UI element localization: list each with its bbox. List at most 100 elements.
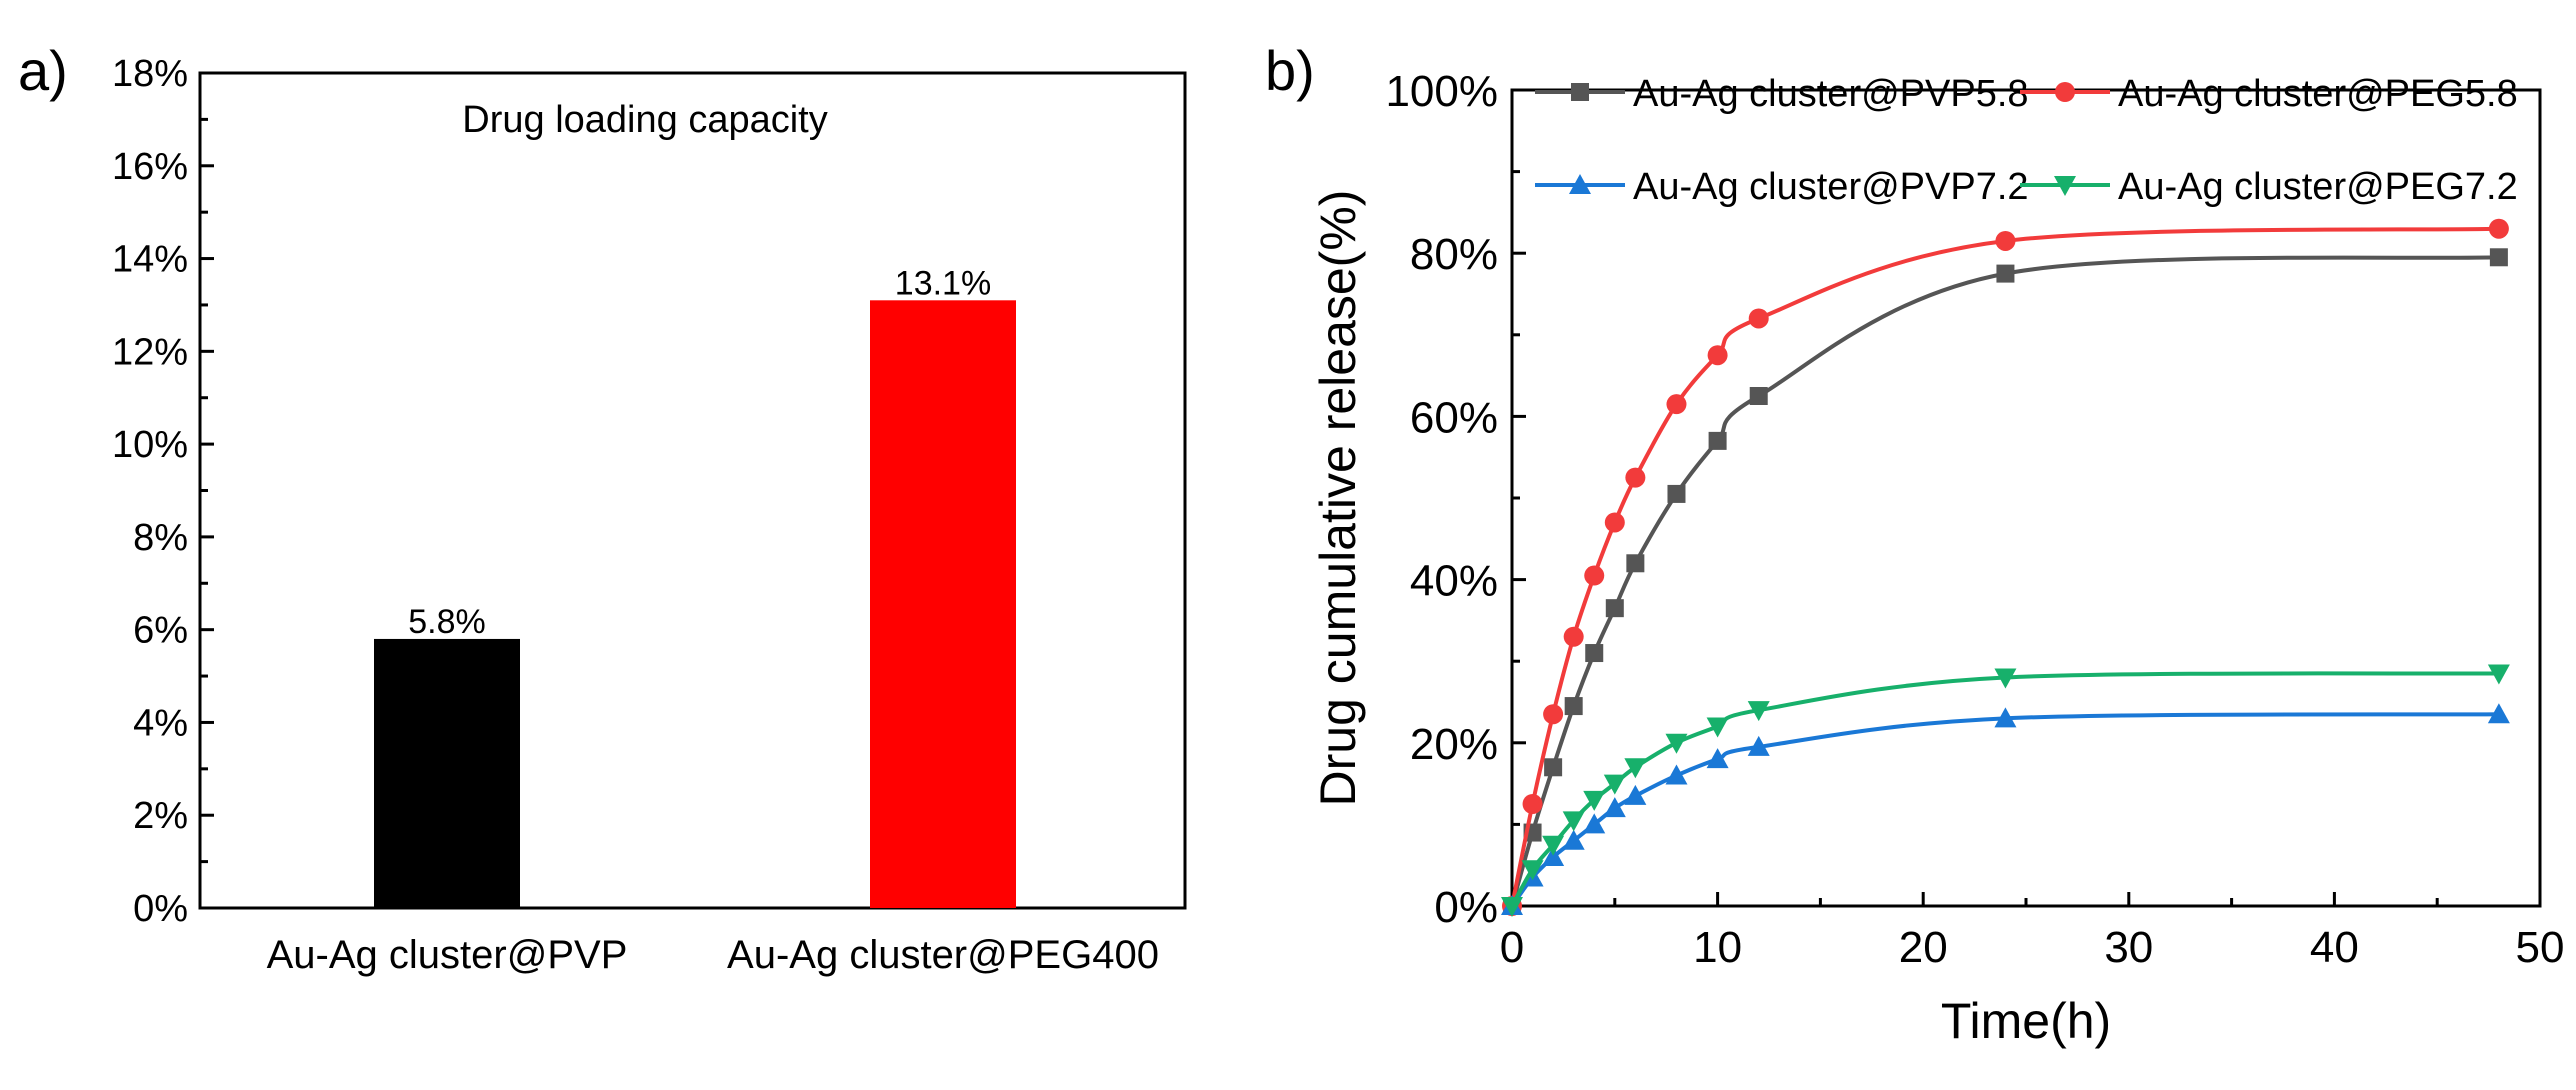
panel-b-data-point (1747, 701, 1770, 722)
panel-b-data-point (1994, 668, 2017, 689)
panel-b-data-point (1584, 565, 1605, 586)
panel-b-data-point (1994, 707, 2017, 728)
panel-a-y-tick-label: 8% (133, 517, 188, 559)
panel-b-data-point (2487, 664, 2510, 685)
panel-a-y-tick-label: 10% (112, 424, 188, 466)
panel-a-y-tick-label: 4% (133, 702, 188, 744)
panel-b-x-tick-label: 40 (2310, 923, 2359, 972)
panel-a-x-tick-label: Au-Ag cluster@PEG400 (727, 933, 1159, 977)
panel-b-data-point (1624, 784, 1647, 805)
panel-b-y-tick-label: 40% (1410, 557, 1498, 606)
panel-b-x-tick-label: 30 (2104, 923, 2153, 972)
panel-b-legend-label: Au-Ag cluster@PEG7.2 (2118, 166, 2518, 208)
panel-a-bar-data-label: 5.8% (408, 603, 486, 641)
panel-a-label: a) (18, 39, 68, 102)
panel-b-data-point (1521, 860, 1544, 881)
panel-b-data-point (1603, 797, 1626, 818)
panel-a-title: Drug loading capacity (462, 99, 827, 141)
panel-b-series-4 (1501, 664, 2510, 917)
panel-a-y-tick-label: 12% (112, 331, 188, 373)
panel-a-x-tick-label: Au-Ag cluster@PVP (267, 933, 628, 977)
panel-b-series-line (1510, 712, 2499, 908)
panel-a-bar-chart: a) Drug loading capacity 0% 2% 4% 6% 8% 10% 12… (18, 39, 1187, 977)
panel-b-data-point (1603, 774, 1626, 795)
panel-b-data-point (1665, 733, 1688, 754)
panel-b-y-tick-label: 60% (1410, 393, 1498, 442)
panel-b-data-point (1626, 554, 1645, 573)
panel-b-legend-marker (1569, 174, 1591, 194)
panel-b-data-point (1604, 512, 1625, 533)
panel-b-y-tick-label: 80% (1410, 230, 1498, 279)
panel-b-legend-marker (2055, 82, 2075, 102)
panel-b-label: b) (1265, 39, 1315, 102)
panel-b-data-point (1624, 758, 1647, 779)
panel-a-bar (870, 300, 1016, 908)
panel-a-y-tick-label: 0% (133, 888, 188, 930)
panel-b-x-axis-label: Time(h) (1941, 993, 2111, 1049)
panel-b-legend-marker (1571, 83, 1589, 101)
panel-b-series-line (1510, 255, 2499, 907)
panel-a-y-axis: 0% 2% 4% 6% 8% 10% 12% 14% 16% 18% (112, 53, 214, 930)
panel-a-bar-data-label: 13.1% (895, 264, 991, 302)
panel-b-series-3 (1501, 703, 2510, 915)
panel-a-y-tick-label: 2% (133, 795, 188, 837)
panel-b-data-point (1605, 599, 1624, 618)
panel-a-x-axis: Au-Ag cluster@PVP Au-Ag cluster@PEG400 (267, 933, 1159, 977)
panel-a-plot-frame (198, 71, 1187, 910)
panel-b-data-point (1707, 345, 1728, 366)
panel-b-series-group (1501, 218, 2510, 917)
panel-b-data-point (1706, 717, 1729, 738)
panel-b-data-point (1585, 644, 1604, 663)
panel-b-y-tick-label: 100% (1385, 67, 1498, 116)
panel-b-series-line (1510, 226, 2499, 907)
panel-a-y-tick-label: 18% (112, 53, 188, 95)
panel-b-y-axis: 0% 20% 40% 60% 80% 100% (1385, 67, 1526, 932)
panel-b-data-point (1564, 697, 1583, 716)
panel-b-data-point (1583, 813, 1606, 834)
panel-b-legend: Au-Ag cluster@PVP5.8 Au-Ag cluster@PEG5.8… (1535, 73, 2518, 208)
panel-b-data-point (1708, 431, 1727, 450)
panel-b-data-point (1542, 846, 1565, 867)
panel-b-data-point (1748, 308, 1769, 329)
panel-b-data-point (1543, 704, 1564, 725)
panel-b-data-point (1667, 484, 1686, 503)
panel-b-data-point (1562, 829, 1585, 850)
panel-a-y-tick-label: 14% (112, 239, 188, 281)
panel-b-legend-label: Au-Ag cluster@PVP7.2 (1633, 166, 2029, 208)
panel-b-data-point (2489, 248, 2508, 267)
panel-b-data-point (1544, 758, 1563, 777)
panel-b-data-point (1666, 394, 1687, 415)
panel-b-legend-marker (2054, 176, 2076, 196)
panel-b-data-point (1995, 230, 2016, 251)
panel-b-data-point (1563, 626, 1584, 647)
panel-b-x-axis: 0 10 20 30 40 50 (1500, 892, 2564, 972)
panel-a-y-tick-label: 16% (112, 146, 188, 188)
panel-b-y-tick-label: 0% (1434, 883, 1498, 932)
panel-b-x-tick-label: 0 (1500, 923, 1524, 972)
panel-b-line-chart: b) 0% 20% 40% 60% 80% 100% 0 10 20 30 40 50 Time(h… (1265, 39, 2564, 1049)
panel-b-y-axis-label: Drug cumulative release(%) (1310, 190, 1366, 807)
panel-b-data-point (1522, 794, 1543, 814)
panel-b-data-point (1625, 467, 1646, 488)
panel-b-data-point (1996, 264, 2015, 283)
panel-b-series-2 (1502, 218, 2509, 916)
panel-b-data-point (1562, 811, 1585, 832)
panel-b-data-point (1583, 790, 1606, 811)
panel-a-bars: 5.8% 13.1% (374, 264, 1016, 908)
panel-b-data-point (2488, 218, 2509, 239)
panel-b-data-point (1747, 735, 1770, 756)
panel-b-data-point (1706, 748, 1729, 769)
panel-b-y-tick-label: 20% (1410, 720, 1498, 769)
panel-b-data-point (1749, 387, 1768, 405)
panel-b-data-point (2487, 703, 2510, 724)
panel-b-x-tick-label: 10 (1693, 923, 1742, 972)
panel-b-legend-label: Au-Ag cluster@PVP5.8 (1633, 73, 2029, 115)
panel-b-x-tick-label: 20 (1899, 923, 1948, 972)
panel-b-data-point (1501, 897, 1523, 917)
panel-b-legend-label: Au-Ag cluster@PEG5.8 (2118, 73, 2518, 115)
panel-b-data-point (1665, 764, 1688, 785)
panel-a-bar (374, 638, 520, 908)
panel-b-series-1 (1503, 248, 2508, 915)
panel-b-data-point (1542, 835, 1565, 856)
